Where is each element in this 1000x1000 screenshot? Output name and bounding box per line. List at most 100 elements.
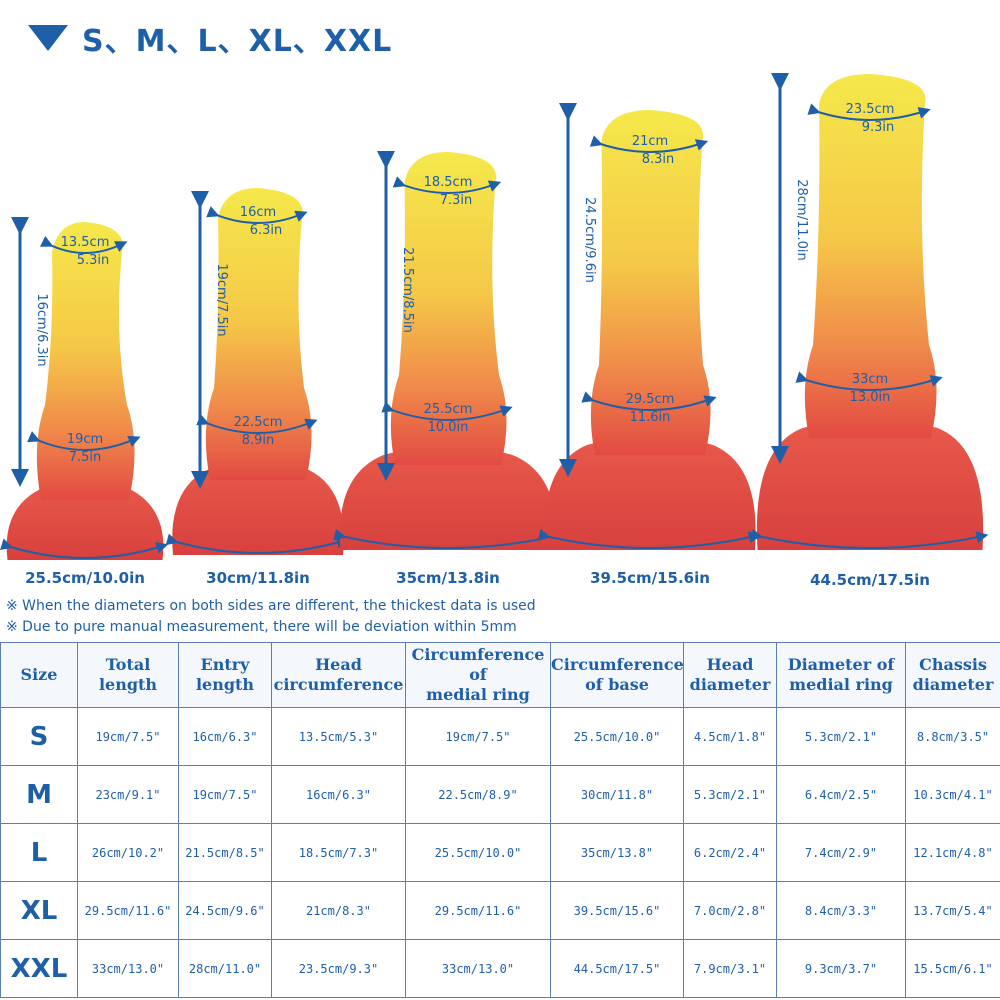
ring-arc — [27, 431, 141, 451]
sizes-title: S、M、L、XL、XXL — [82, 24, 393, 59]
ring-in-label: 7.5in — [69, 450, 102, 465]
table-cell: 13.5cm/5.3" — [271, 707, 406, 766]
note-manual-deviation: ※ Due to pure manual measurement, there … — [6, 619, 517, 635]
ring-arc — [196, 414, 318, 434]
col-header-base-circumference: Circumference of base — [550, 642, 684, 708]
table-cell: 19cm/7.5" — [178, 765, 272, 824]
size-header: S、M、L、XL、XXL — [28, 18, 393, 59]
triangle-down-icon — [28, 25, 68, 51]
ring-in-label: 10.0in — [428, 420, 469, 435]
base-arc — [165, 533, 349, 554]
shaft-shape — [804, 74, 937, 438]
head-cm-label: 23.5cm — [846, 102, 895, 117]
table-cell: 25.5cm/10.0" — [550, 707, 684, 766]
base-label: 25.5cm/10.0in — [25, 569, 145, 587]
table-cell: 23cm/9.1" — [77, 765, 179, 824]
base-arc — [0, 538, 169, 559]
head-arc — [807, 103, 931, 121]
shaft-shape — [590, 110, 711, 455]
table-cell: 24.5cm/9.6" — [178, 881, 272, 940]
col-header-chassis-diameter: Chassis diameter — [905, 642, 1000, 708]
table-cell: 30cm/11.8" — [550, 765, 684, 824]
ring-cm-label: 25.5cm — [424, 402, 473, 417]
table-cell: 26cm/10.2" — [77, 823, 179, 882]
table-cell: 5.3cm/2.1" — [683, 765, 777, 824]
table-cell: 8.8cm/3.5" — [905, 707, 1000, 766]
table-cell: 7.4cm/2.9" — [776, 823, 906, 882]
size-cell: M — [0, 765, 78, 824]
shaft-shape — [205, 188, 312, 480]
table-row: S 19cm/7.5" 16cm/6.3" 13.5cm/5.3" 19cm/7.5" 2… — [0, 707, 1000, 766]
height-label: 28cm/11.0in — [794, 179, 809, 261]
table-cell: 21.5cm/8.5" — [178, 823, 272, 882]
head-arc — [392, 176, 502, 194]
ring-cm-label: 33cm — [852, 372, 888, 387]
table-cell: 29.5cm/11.6" — [405, 881, 551, 940]
table-cell: 15.5cm/6.1" — [905, 939, 1000, 998]
size-cell: S — [0, 707, 78, 766]
table-cell: 21cm/8.3" — [271, 881, 406, 940]
size-cell: XXL — [0, 939, 78, 998]
table-cell: 16cm/6.3" — [178, 707, 272, 766]
ring-arc — [581, 391, 717, 411]
col-header-head-circumference: Head circumference — [271, 642, 406, 708]
product-l: 21.5cm/8.5in 18.5cm 7.3in 25.5cm 10.0in 35cm/… — [333, 151, 562, 587]
col-header-entry-length: Entry length — [178, 642, 272, 708]
ring-cm-label: 19cm — [67, 432, 103, 447]
table-cell: 23.5cm/9.3" — [271, 939, 406, 998]
note-thickest-data: ※ When the diameters on both sides are d… — [6, 598, 536, 614]
ring-arc — [795, 371, 943, 391]
table-cell: 7.9cm/3.1" — [683, 939, 777, 998]
table-cell: 4.5cm/1.8" — [683, 707, 777, 766]
base-shape — [544, 436, 756, 550]
height-label: 21.5cm/8.5in — [400, 247, 415, 333]
base-label: 35cm/13.8in — [396, 569, 500, 587]
base-shape — [172, 461, 344, 555]
base-label: 44.5cm/17.5in — [810, 571, 930, 589]
col-header-head-diameter: Head diameter — [683, 642, 777, 708]
table-row: M 23cm/9.1" 19cm/7.5" 16cm/6.3" 22.5cm/8.9" 3… — [0, 765, 1000, 824]
table-cell: 7.0cm/2.8" — [683, 881, 777, 940]
measurement-notes: ※ When the diameters on both sides are d… — [6, 596, 536, 638]
table-cell: 29.5cm/11.6" — [77, 881, 179, 940]
head-arc — [206, 206, 308, 224]
height-label: 19cm/7.5in — [214, 263, 229, 336]
product-m: 19cm/7.5in 16cm 6.3in 22.5cm 8.9in 30cm/11.8i… — [165, 188, 349, 587]
table-cell: 8.4cm/3.3" — [776, 881, 906, 940]
shaft-shape — [36, 222, 135, 500]
head-in-label: 8.3in — [642, 152, 675, 167]
col-header-medial-ring-circumference: Circumference of medial ring — [405, 642, 551, 708]
table-cell: 12.1cm/4.8" — [905, 823, 1000, 882]
table-cell: 18.5cm/7.3" — [271, 823, 406, 882]
table-header-row: Size Total length Entry length Head circumf… — [0, 642, 1000, 708]
height-label: 16cm/6.3in — [34, 293, 49, 366]
head-cm-label: 18.5cm — [424, 175, 473, 190]
ring-in-label: 11.6in — [630, 410, 671, 425]
base-arc — [537, 528, 761, 549]
table-cell: 6.4cm/2.5" — [776, 765, 906, 824]
product-s: 16cm/6.3in 13.5cm 5.3in 19cm 7.5in 25.5cm/10.… — [0, 217, 169, 587]
col-header-total-length: Total length — [77, 642, 179, 708]
table-cell: 28cm/11.0" — [178, 939, 272, 998]
ring-in-label: 13.0in — [850, 390, 891, 405]
table-cell: 33cm/13.0" — [77, 939, 179, 998]
table-cell: 5.3cm/2.1" — [776, 707, 906, 766]
base-arc — [333, 528, 562, 549]
size-cell: L — [0, 823, 78, 882]
table-cell: 9.3cm/3.7" — [776, 939, 906, 998]
head-cm-label: 13.5cm — [61, 235, 110, 250]
table-cell: 16cm/6.3" — [271, 765, 406, 824]
shaft-shape — [390, 152, 507, 465]
ring-cm-label: 29.5cm — [626, 392, 675, 407]
table-cell: 19cm/7.5" — [77, 707, 179, 766]
head-in-label: 7.3in — [440, 193, 473, 208]
col-header-size: Size — [0, 642, 78, 708]
table-row: XL 29.5cm/11.6" 24.5cm/9.6" 21cm/8.3" 29.5cm… — [0, 881, 1000, 940]
size-spec-table: Size Total length Entry length Head circumf… — [0, 642, 1000, 998]
products-layer: 16cm/6.3in 13.5cm 5.3in 19cm 7.5in 25.5cm/10.… — [0, 73, 989, 589]
table-cell: 19cm/7.5" — [405, 707, 551, 766]
table-cell: 13.7cm/5.4" — [905, 881, 1000, 940]
table-cell: 6.2cm/2.4" — [683, 823, 777, 882]
head-arc — [39, 235, 128, 254]
product-xxl: 28cm/11.0in 23.5cm 9.3in 33cm 13.0in 44.5cm/1… — [750, 73, 989, 589]
